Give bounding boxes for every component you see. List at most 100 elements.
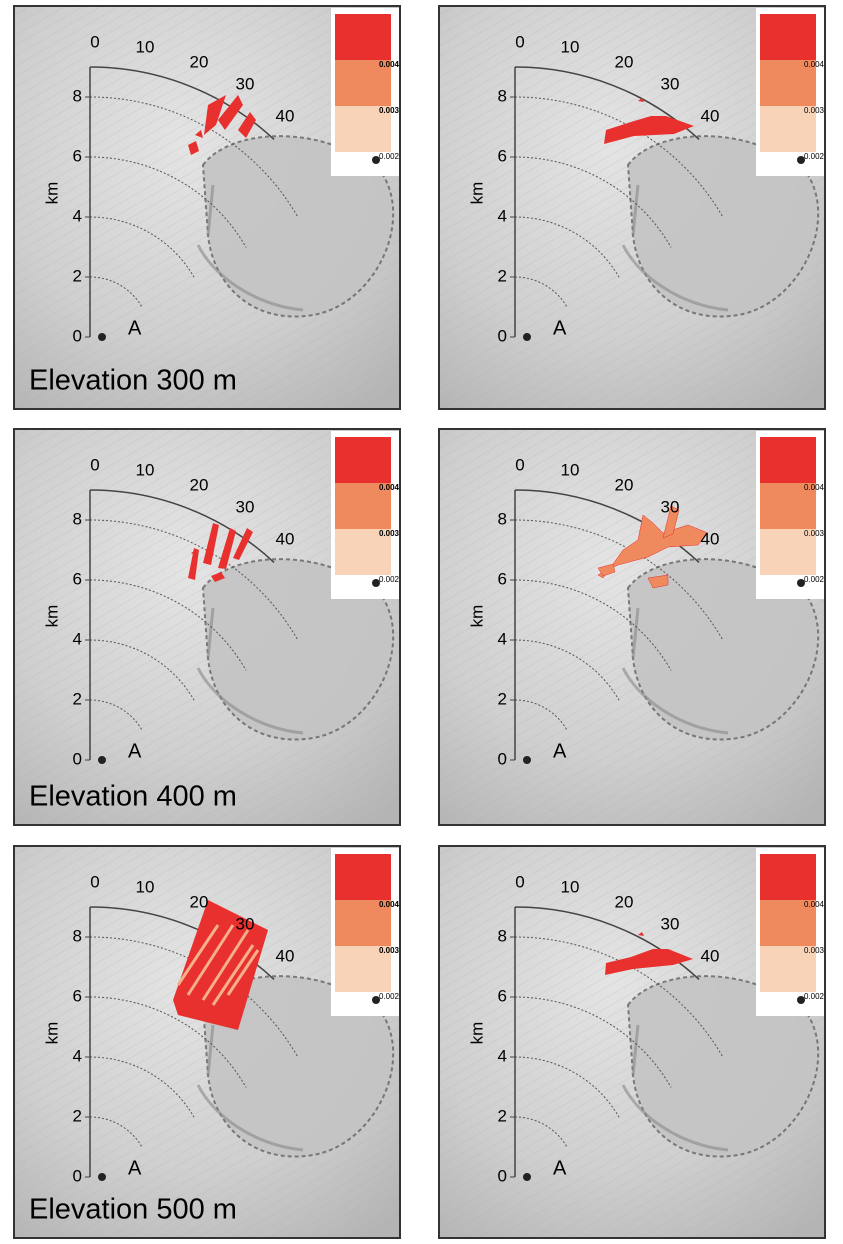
legend-label: 0.003 [379,106,400,115]
point-label: A [128,317,142,339]
range-label: 40 [701,529,720,548]
legend-label: 0.003 [804,106,825,115]
legend: 0.004 0.003 0.002 [756,8,826,176]
legend-swatch [335,437,391,483]
y-tick-label: 6 [498,146,507,165]
map-panel: 02468km010203040A0.0040.0030.002 [438,5,826,410]
legend-swatch [335,14,391,60]
map-panel: 02468km010203040A0.0040.0030.002 [438,428,826,826]
legend-dot [372,996,380,1004]
map-panel: 02468km010203040A0.0040.0030.002Elevatio… [13,428,401,826]
range-label: 0 [90,455,99,474]
y-axis-label: km [42,182,61,205]
point-marker [523,1173,531,1181]
y-tick-label: 6 [73,146,82,165]
map-content: 02468km010203040A0.0040.0030.002Elevatio… [13,428,401,826]
range-label: 40 [276,529,295,548]
y-tick-label: 8 [498,509,507,528]
legend-label: 0.002 [379,575,400,584]
point-label: A [553,740,567,762]
range-label: 10 [561,877,580,896]
y-tick-label: 0 [498,749,507,768]
legend-label: 0.002 [804,992,825,1001]
y-tick-label: 6 [73,986,82,1005]
range-label: 40 [276,106,295,125]
range-label: 20 [190,475,209,494]
point-label: A [553,1157,567,1179]
y-tick-label: 6 [73,569,82,588]
y-axis-label: km [467,182,486,205]
range-label: 0 [515,872,524,891]
map-content: 02468km010203040A0.0040.0030.002 [438,845,826,1239]
legend-dot [372,156,380,164]
range-label: 20 [615,52,634,71]
range-label: 30 [236,497,255,516]
range-label: 30 [236,914,255,933]
panel-caption: Elevation 300 m [29,365,237,397]
range-label: 20 [190,52,209,71]
point-marker [523,756,531,764]
range-label: 40 [701,106,720,125]
point-label: A [128,740,142,762]
y-tick-label: 8 [73,509,82,528]
range-label: 10 [561,460,580,479]
legend-dot [372,579,380,587]
y-tick-label: 8 [498,926,507,945]
range-label: 20 [615,892,634,911]
legend-label: 0.002 [804,575,825,584]
map-content: 02468km010203040A0.0040.0030.002 [438,5,826,410]
y-tick-label: 6 [498,986,507,1005]
legend-label: 0.002 [379,152,400,161]
legend-label: 0.003 [379,529,400,538]
range-label: 20 [615,475,634,494]
panel-caption: Elevation 400 m [29,781,237,813]
y-tick-label: 2 [73,689,82,708]
legend-label: 0.004 [379,900,400,909]
legend-swatch [760,854,816,900]
range-label: 30 [661,497,680,516]
y-axis-label: km [467,1022,486,1045]
y-tick-label: 2 [73,266,82,285]
figure: 02468km010203040A0.0040.0030.002Elevatio… [0,0,843,1239]
range-label: 0 [515,32,524,51]
y-tick-label: 0 [73,1166,82,1185]
legend-label: 0.004 [804,900,825,909]
range-label: 40 [276,946,295,965]
y-tick-label: 0 [498,1166,507,1185]
legend-label: 0.003 [379,946,400,955]
range-label: 20 [190,892,209,911]
legend-swatch [760,437,816,483]
range-label: 30 [661,914,680,933]
y-tick-label: 4 [73,629,82,648]
legend-label: 0.004 [804,60,825,69]
y-axis-label: km [42,605,61,628]
map-panel: 02468km010203040A0.0040.0030.002Elevatio… [13,5,401,410]
range-label: 10 [561,37,580,56]
range-label: 0 [90,872,99,891]
legend-label: 0.002 [804,152,825,161]
point-marker [523,333,531,341]
point-label: A [128,1157,142,1179]
y-tick-label: 4 [498,206,507,225]
y-tick-label: 4 [498,1046,507,1065]
legend-label: 0.004 [804,483,825,492]
y-axis-label: km [42,1022,61,1045]
y-tick-label: 8 [73,926,82,945]
legend-dot [797,579,805,587]
page: 02468km010203040A0.0040.0030.002Elevatio… [0,0,843,1244]
y-axis-label: km [467,605,486,628]
y-tick-label: 4 [73,1046,82,1065]
range-label: 10 [136,460,155,479]
y-tick-label: 8 [498,86,507,105]
legend-swatch [760,14,816,60]
y-tick-label: 0 [73,326,82,345]
y-tick-label: 0 [73,749,82,768]
legend-swatch [335,854,391,900]
point-marker [98,1173,106,1181]
